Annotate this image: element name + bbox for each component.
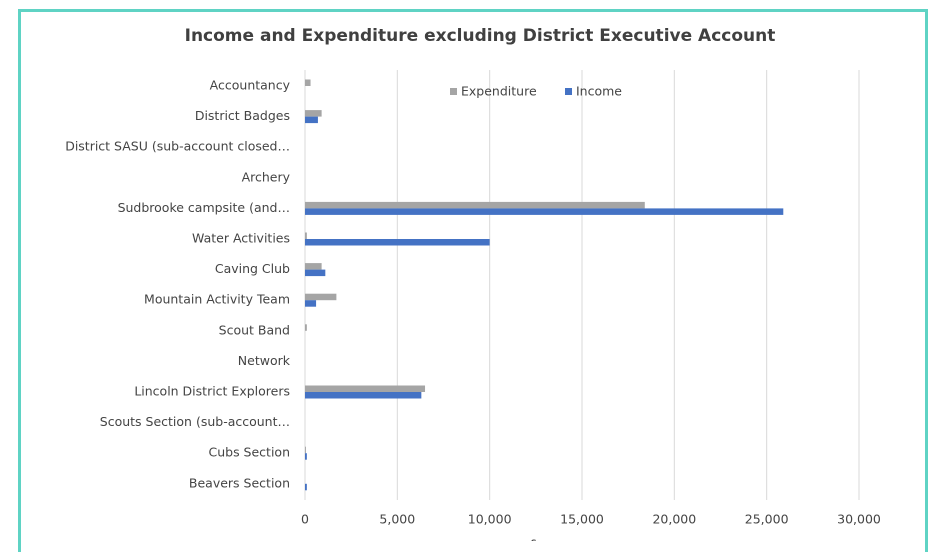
bar xyxy=(305,239,490,246)
y-tick-label: Network xyxy=(238,353,291,368)
y-tick-label: Water Activities xyxy=(192,231,290,246)
bar xyxy=(305,446,306,454)
y-tick-label: Beavers Section xyxy=(189,475,290,490)
y-tick-label: Mountain Activity Team xyxy=(144,292,290,307)
bar xyxy=(305,201,645,209)
bar xyxy=(305,110,322,117)
bar xyxy=(305,300,317,307)
bar xyxy=(305,293,337,301)
y-tick-label: Lincoln District Explorers xyxy=(134,384,290,399)
y-tick-label: Archery xyxy=(242,169,291,184)
y-tick-label: District Badges xyxy=(195,108,290,123)
bar xyxy=(305,263,322,270)
bar xyxy=(305,392,422,399)
x-tick-label: 25,000 xyxy=(745,512,789,527)
bar xyxy=(305,385,426,392)
legend-swatch xyxy=(450,88,457,95)
chart-frame xyxy=(18,9,928,552)
x-tick-label: 10,000 xyxy=(468,512,512,527)
legend-label: Expenditure xyxy=(461,84,537,99)
bar xyxy=(305,453,307,460)
bar xyxy=(305,79,311,86)
x-tick-label: 5,000 xyxy=(379,512,415,527)
y-tick-label: Caving Club xyxy=(215,261,290,276)
legend-swatch xyxy=(565,88,572,95)
bar xyxy=(305,208,784,215)
x-axis-label: £ xyxy=(529,537,537,542)
y-tick-label: Scout Band xyxy=(219,322,290,337)
x-tick-label: 0 xyxy=(301,512,309,527)
y-tick-label: Accountancy xyxy=(210,78,291,93)
x-tick-label: 15,000 xyxy=(560,512,604,527)
x-tick-label: 30,000 xyxy=(837,512,881,527)
legend-label: Income xyxy=(576,84,622,99)
bar xyxy=(305,324,307,331)
bar xyxy=(305,483,307,491)
y-tick-label: Cubs Section xyxy=(208,445,290,460)
bar xyxy=(305,116,318,124)
y-tick-label: Sudbrooke campsite (and… xyxy=(118,200,290,215)
bar xyxy=(305,269,326,277)
x-tick-label: 20,000 xyxy=(652,512,696,527)
chart-title: Income and Expenditure excluding Distric… xyxy=(185,26,776,46)
y-tick-label: Scouts Section (sub-account… xyxy=(100,414,290,429)
bar xyxy=(305,232,307,239)
y-tick-label: District SASU (sub-account closed… xyxy=(65,139,290,154)
